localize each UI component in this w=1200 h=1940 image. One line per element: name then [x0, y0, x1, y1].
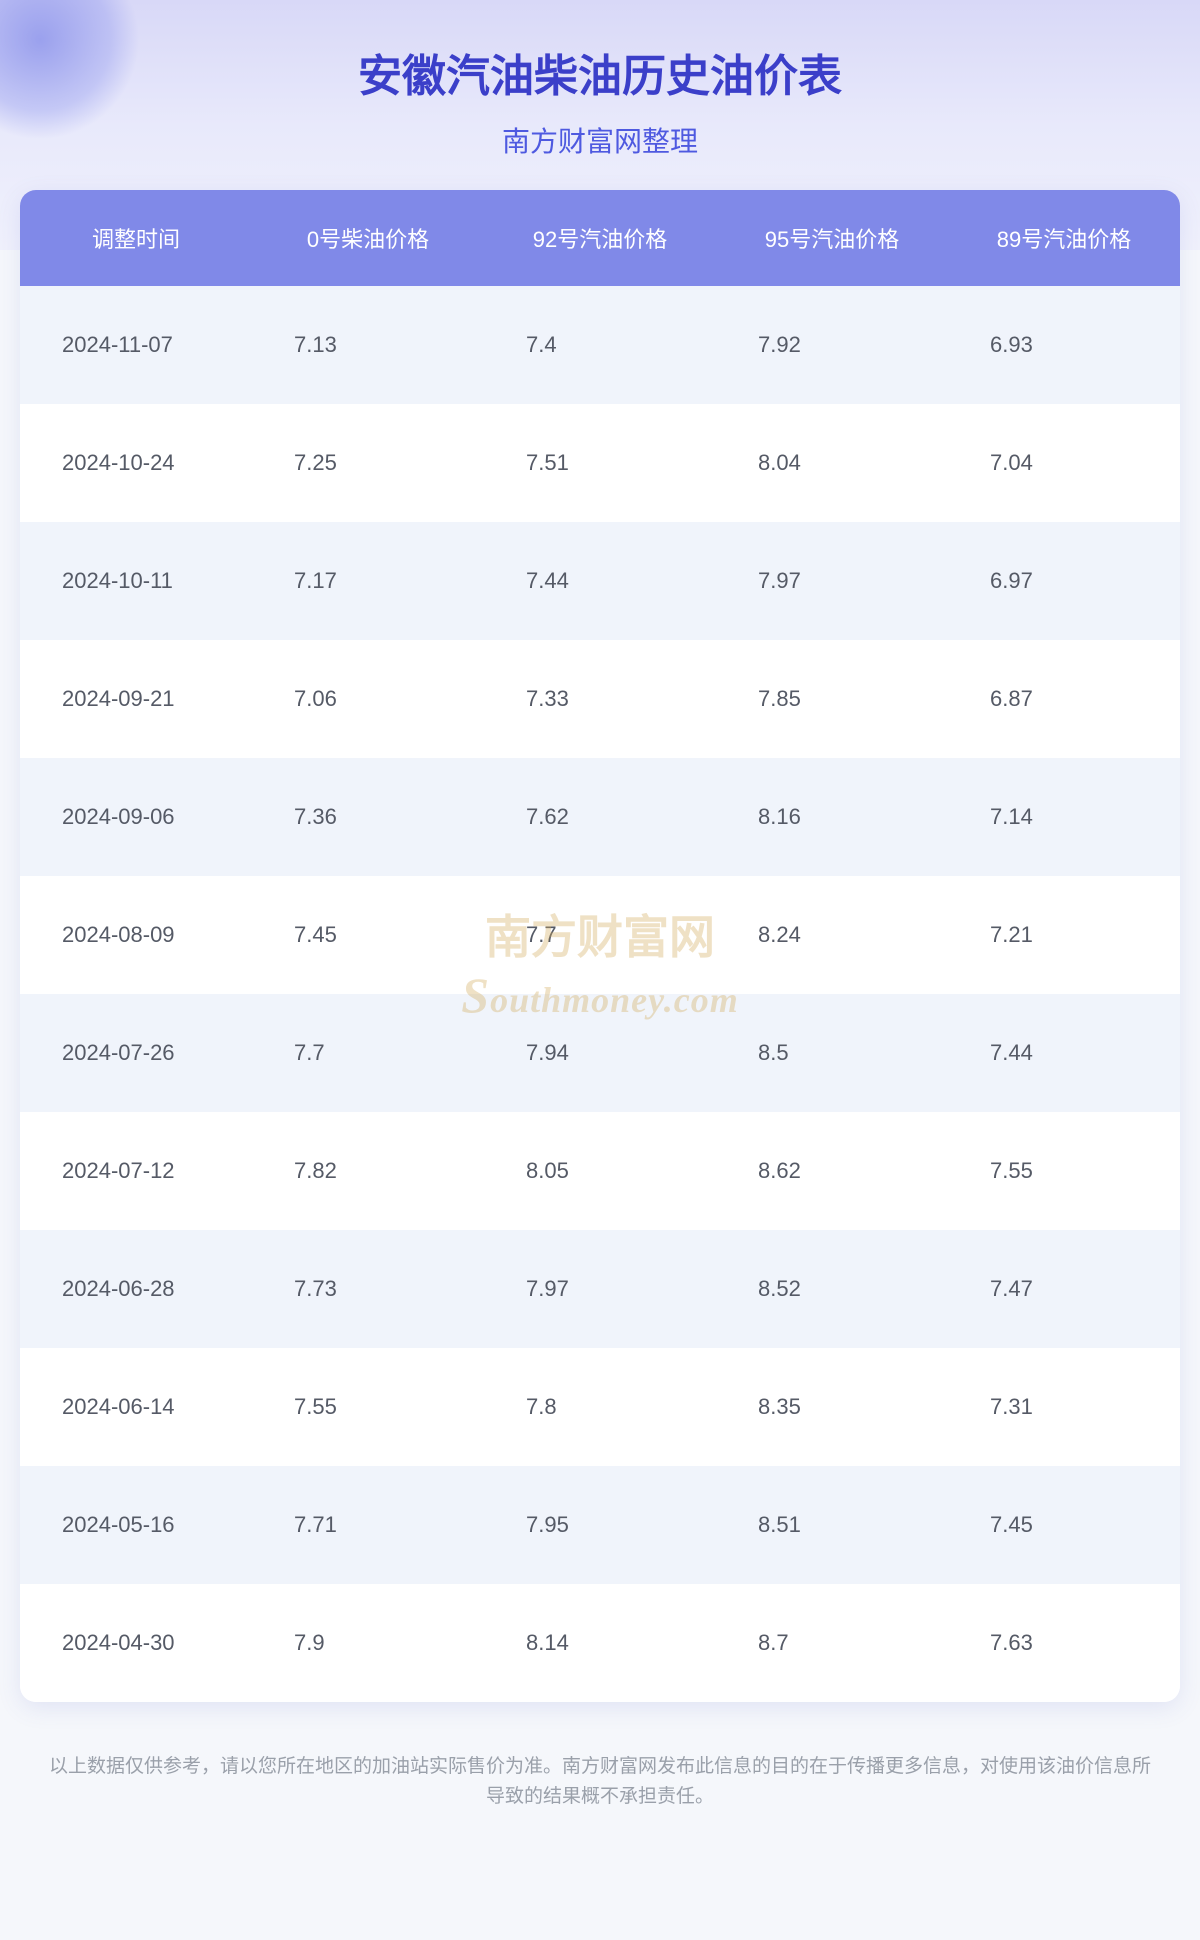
cell-price: 8.35	[716, 1348, 948, 1466]
cell-date: 2024-10-24	[20, 404, 252, 522]
cell-price: 7.73	[252, 1230, 484, 1348]
col-header-diesel0: 0号柴油价格	[252, 190, 484, 286]
cell-date: 2024-11-07	[20, 286, 252, 404]
table-header-row: 调整时间 0号柴油价格 92号汽油价格 95号汽油价格 89号汽油价格	[20, 190, 1180, 286]
cell-date: 2024-08-09	[20, 876, 252, 994]
cell-price: 7.31	[948, 1348, 1180, 1466]
table-row: 2024-10-117.177.447.976.97	[20, 522, 1180, 640]
cell-price: 8.62	[716, 1112, 948, 1230]
cell-price: 7.13	[252, 286, 484, 404]
cell-price: 7.06	[252, 640, 484, 758]
cell-price: 7.14	[948, 758, 1180, 876]
cell-price: 7.71	[252, 1466, 484, 1584]
cell-price: 8.16	[716, 758, 948, 876]
cell-price: 8.14	[484, 1584, 716, 1702]
table-row: 2024-10-247.257.518.047.04	[20, 404, 1180, 522]
cell-price: 7.45	[252, 876, 484, 994]
table-row: 2024-06-147.557.88.357.31	[20, 1348, 1180, 1466]
table-row: 2024-05-167.717.958.517.45	[20, 1466, 1180, 1584]
cell-price: 7.63	[948, 1584, 1180, 1702]
cell-price: 7.62	[484, 758, 716, 876]
table-row: 2024-04-307.98.148.77.63	[20, 1584, 1180, 1702]
col-header-date: 调整时间	[20, 190, 252, 286]
cell-price: 7.92	[716, 286, 948, 404]
cell-price: 7.55	[252, 1348, 484, 1466]
cell-price: 7.85	[716, 640, 948, 758]
cell-price: 7.9	[252, 1584, 484, 1702]
cell-price: 7.7	[484, 876, 716, 994]
table-row: 2024-08-097.457.78.247.21	[20, 876, 1180, 994]
cell-date: 2024-10-11	[20, 522, 252, 640]
cell-price: 7.21	[948, 876, 1180, 994]
cell-price: 7.17	[252, 522, 484, 640]
cell-price: 7.7	[252, 994, 484, 1112]
cell-price: 8.04	[716, 404, 948, 522]
cell-date: 2024-07-12	[20, 1112, 252, 1230]
cell-date: 2024-06-14	[20, 1348, 252, 1466]
footer-disclaimer: 以上数据仅供参考，请以您所在地区的加油站实际售价为准。南方财富网发布此信息的目的…	[0, 1732, 1200, 1853]
cell-price: 7.4	[484, 286, 716, 404]
cell-price: 7.44	[484, 522, 716, 640]
cell-price: 7.47	[948, 1230, 1180, 1348]
cell-price: 7.44	[948, 994, 1180, 1112]
cell-price: 6.97	[948, 522, 1180, 640]
table-body: 2024-11-077.137.47.926.932024-10-247.257…	[20, 286, 1180, 1702]
cell-price: 7.97	[716, 522, 948, 640]
table-row: 2024-07-127.828.058.627.55	[20, 1112, 1180, 1230]
table-row: 2024-11-077.137.47.926.93	[20, 286, 1180, 404]
cell-price: 7.55	[948, 1112, 1180, 1230]
cell-price: 8.5	[716, 994, 948, 1112]
cell-date: 2024-06-28	[20, 1230, 252, 1348]
cell-price: 8.05	[484, 1112, 716, 1230]
cell-price: 8.52	[716, 1230, 948, 1348]
table-row: 2024-07-267.77.948.57.44	[20, 994, 1180, 1112]
cell-price: 7.95	[484, 1466, 716, 1584]
cell-price: 6.87	[948, 640, 1180, 758]
cell-date: 2024-09-21	[20, 640, 252, 758]
price-table: 调整时间 0号柴油价格 92号汽油价格 95号汽油价格 89号汽油价格 2024…	[20, 190, 1180, 1702]
cell-price: 7.51	[484, 404, 716, 522]
page-subtitle: 南方财富网整理	[20, 120, 1180, 160]
col-header-gas92: 92号汽油价格	[484, 190, 716, 286]
cell-price: 7.25	[252, 404, 484, 522]
cell-price: 7.04	[948, 404, 1180, 522]
col-header-gas95: 95号汽油价格	[716, 190, 948, 286]
cell-price: 7.45	[948, 1466, 1180, 1584]
cell-price: 7.82	[252, 1112, 484, 1230]
table-row: 2024-06-287.737.978.527.47	[20, 1230, 1180, 1348]
cell-price: 6.93	[948, 286, 1180, 404]
table-row: 2024-09-217.067.337.856.87	[20, 640, 1180, 758]
cell-price: 8.51	[716, 1466, 948, 1584]
table-row: 2024-09-067.367.628.167.14	[20, 758, 1180, 876]
col-header-gas89: 89号汽油价格	[948, 190, 1180, 286]
cell-price: 7.36	[252, 758, 484, 876]
cell-date: 2024-04-30	[20, 1584, 252, 1702]
cell-price: 8.24	[716, 876, 948, 994]
cell-price: 7.33	[484, 640, 716, 758]
cell-price: 7.8	[484, 1348, 716, 1466]
cell-price: 7.97	[484, 1230, 716, 1348]
cell-date: 2024-05-16	[20, 1466, 252, 1584]
cell-price: 8.7	[716, 1584, 948, 1702]
cell-date: 2024-09-06	[20, 758, 252, 876]
cell-price: 7.94	[484, 994, 716, 1112]
page-title: 安徽汽油柴油历史油价表	[20, 40, 1180, 104]
cell-date: 2024-07-26	[20, 994, 252, 1112]
